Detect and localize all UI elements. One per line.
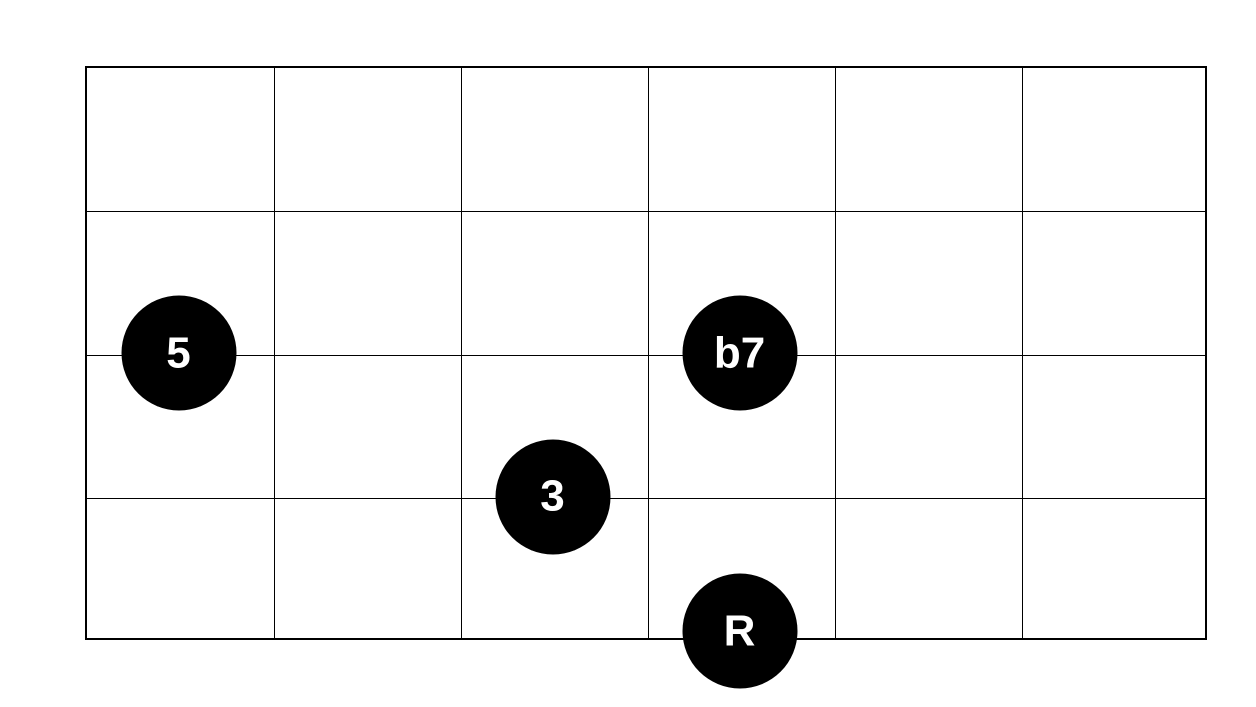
note-5-label: 5: [166, 328, 190, 378]
grid-hline: [87, 355, 1205, 356]
note-5: 5: [121, 296, 236, 411]
note-R: R: [682, 574, 797, 689]
fretboard-grid: [85, 66, 1207, 640]
note-3-label: 3: [540, 472, 564, 522]
grid-vline: [648, 68, 649, 638]
grid-hline: [87, 498, 1205, 499]
grid-hline: [87, 211, 1205, 212]
note-b7-label: b7: [714, 328, 765, 378]
grid-vline: [461, 68, 462, 638]
grid-vline: [274, 68, 275, 638]
note-b7: b7: [682, 296, 797, 411]
note-R-label: R: [724, 606, 756, 656]
note-3: 3: [495, 439, 610, 554]
grid-vline: [1022, 68, 1023, 638]
grid-vline: [835, 68, 836, 638]
